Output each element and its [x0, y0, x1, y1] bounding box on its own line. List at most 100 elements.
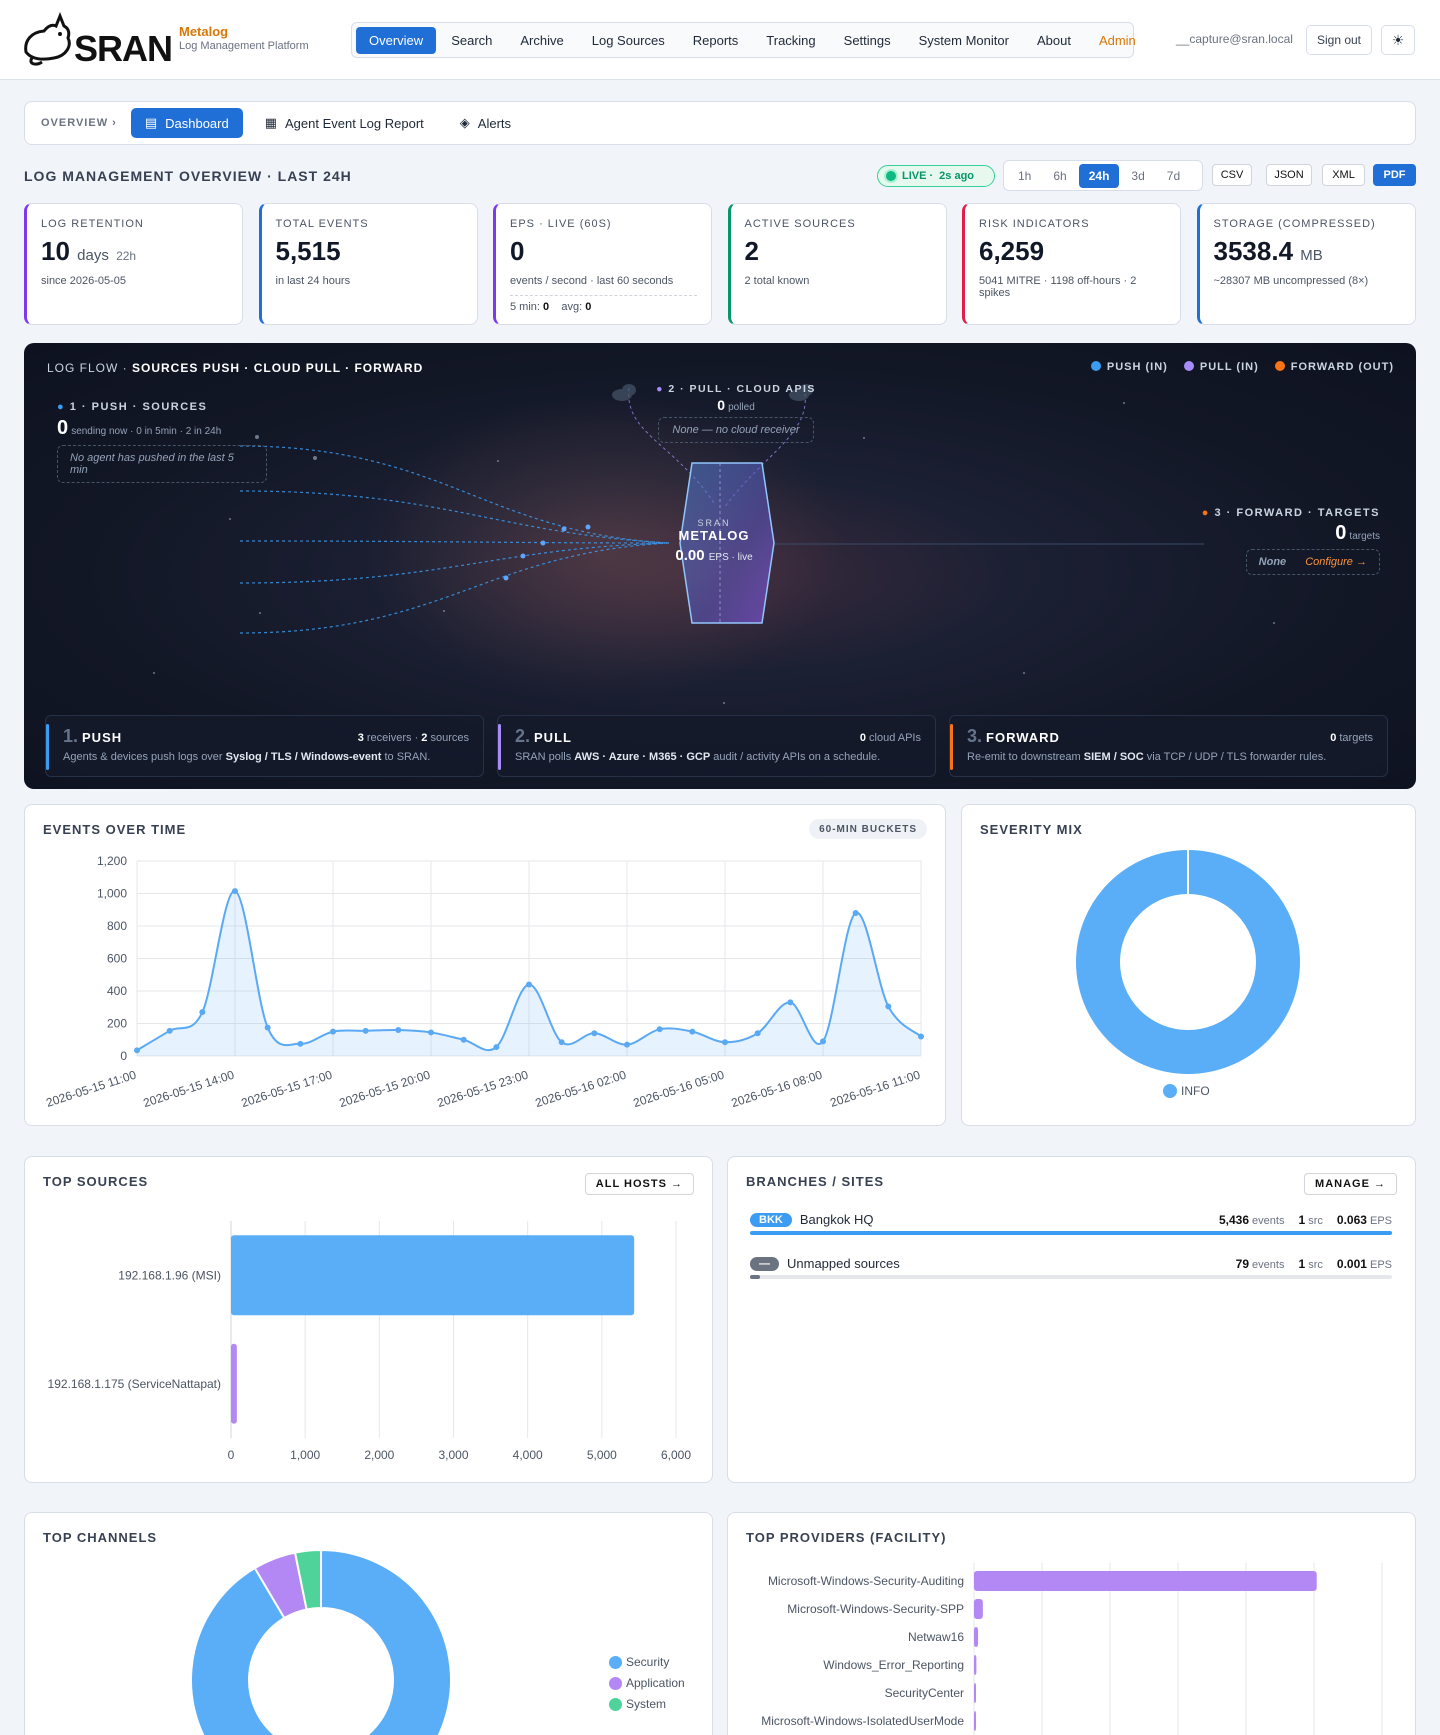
event-point[interactable] [264, 1024, 271, 1031]
provider-bar[interactable] [974, 1683, 976, 1703]
provider-label: Microsoft-Windows-IsolatedUserMode [761, 1714, 964, 1728]
severity-donut-chart[interactable]: INFO [962, 805, 1417, 1127]
provider-bar[interactable] [974, 1655, 977, 1675]
nav-reports[interactable]: Reports [692, 32, 739, 48]
event-point[interactable] [591, 1030, 598, 1037]
stat-card-log-retention: LOG RETENTION 10 days 22h since 2026-05-05 [24, 203, 243, 325]
channel-slice[interactable] [293, 1548, 322, 1611]
tab-label: Dashboard [165, 115, 229, 131]
top-providers-card: TOP PROVIDERS (FACILITY) Microsoft-Windo… [727, 1512, 1416, 1735]
provider-bar[interactable] [974, 1627, 979, 1647]
event-point[interactable] [624, 1041, 630, 1048]
branch-row[interactable]: — Unmapped sources 79 events 1 src 0.001 EPS [750, 1256, 1392, 1279]
configure-forward-link[interactable]: Configure → [1305, 556, 1367, 568]
severity-card-title: SEVERITY MIX [980, 822, 1083, 837]
tab-dashboard[interactable]: ▤ Dashboard [130, 108, 243, 138]
severity-slice[interactable] [1076, 850, 1300, 1074]
export-json-button[interactable]: JSON [1266, 164, 1312, 186]
branch-row[interactable]: BKK Bangkok HQ 5,436 events 1 src 0.063 EPS [750, 1212, 1392, 1235]
sran-logo[interactable]: SRAN [22, 11, 173, 69]
stat-value: 5,515 [275, 236, 341, 266]
range-24h[interactable]: 24h [1078, 163, 1120, 188]
metalog-hub[interactable]: SRAN METALOG 0.00 EPS · live [654, 518, 774, 564]
branch-name: Unmapped sources [787, 1256, 900, 1271]
legend-application[interactable]: Application [609, 1676, 685, 1690]
events-area [137, 891, 921, 1056]
all-hosts-button[interactable]: ALL HOSTS → [584, 1173, 694, 1195]
flow-wires [153, 384, 1275, 704]
event-point[interactable] [297, 1040, 304, 1047]
tab-alerts[interactable]: ◈ Alerts [446, 108, 525, 138]
export-xml-button[interactable]: XML [1322, 164, 1365, 186]
severity-mix-card: SEVERITY MIX INFO [961, 804, 1416, 1126]
event-point[interactable] [362, 1027, 369, 1034]
source-bar[interactable] [231, 1235, 635, 1316]
event-point[interactable] [199, 1009, 206, 1016]
sign-out-button[interactable]: Sign out [1306, 25, 1372, 55]
range-7d[interactable]: 7d [1166, 168, 1181, 183]
event-point[interactable] [134, 1047, 140, 1054]
bucket-size-pill: 60-MIN BUCKETS [809, 819, 927, 839]
export-csv-button[interactable]: CSV [1212, 164, 1252, 186]
event-point[interactable] [852, 910, 859, 916]
event-point[interactable] [820, 1038, 826, 1045]
provider-bar[interactable] [974, 1711, 976, 1731]
theme-toggle-icon[interactable]: ☀ [1381, 25, 1415, 55]
nav-log-sources[interactable]: Log Sources [591, 32, 665, 48]
nav-admin[interactable]: Admin [1098, 32, 1136, 48]
range-6h[interactable]: 6h [1053, 168, 1067, 183]
event-point[interactable] [754, 1030, 761, 1037]
channel-slice[interactable] [190, 1548, 452, 1735]
range-3d[interactable]: 3d [1131, 168, 1145, 183]
top-providers-bar-chart[interactable]: Microsoft-Windows-Security-Auditing Micro… [728, 1513, 1417, 1735]
nav-about[interactable]: About [1036, 32, 1071, 48]
branch-metrics: 5,436 events 1 src 0.063 EPS [1219, 1213, 1392, 1227]
source-bar[interactable] [231, 1343, 237, 1424]
event-point[interactable] [689, 1028, 696, 1035]
nav-tracking[interactable]: Tracking [766, 32, 816, 48]
event-point[interactable] [428, 1029, 434, 1036]
event-point[interactable] [493, 1044, 500, 1051]
step-description: Re-emit to downstream SIEM / SOC via TCP… [967, 751, 1327, 763]
x-tick-label: 2026-05-15 14:00 [141, 1067, 236, 1110]
main-nav: Overview Search Archive Log Sources Reports T… [351, 22, 1136, 58]
flow-title: LOG FLOW · SOURCES PUSH · CLOUD PULL · F… [47, 361, 423, 375]
pull-heading: ● 2 · PULL · CLOUD APIS [656, 383, 816, 395]
manage-branches-button[interactable]: MANAGE → [1304, 1173, 1397, 1195]
legend-label: Application [626, 1676, 685, 1690]
event-point[interactable] [656, 1026, 663, 1033]
event-point[interactable] [787, 999, 794, 1006]
event-point[interactable] [330, 1028, 336, 1035]
step-description: SRAN polls AWS · Azure · M365 · GCP audi… [515, 751, 881, 763]
nav-system-monitor[interactable]: System Monitor [918, 32, 1009, 48]
stat-value: 0 [510, 236, 525, 266]
legend-system[interactable]: System [609, 1697, 685, 1711]
event-point[interactable] [526, 981, 532, 988]
event-point[interactable] [460, 1036, 467, 1043]
tab-agent-event-log-report[interactable]: ▦ Agent Event Log Report [251, 108, 438, 138]
y-tick-label: 600 [107, 952, 127, 966]
event-point[interactable] [918, 1033, 924, 1040]
event-point[interactable] [558, 1039, 565, 1046]
flow-step-push: 1. PUSH 3 receivers · 2 sources Agents & de… [45, 715, 484, 777]
legend-security[interactable]: Security [609, 1655, 685, 1669]
event-point[interactable] [395, 1027, 402, 1033]
nav-archive[interactable]: Archive [520, 32, 564, 48]
provider-bar[interactable] [974, 1599, 983, 1619]
source-label: 192.168.1.96 (MSI) [118, 1268, 221, 1282]
event-point[interactable] [885, 1003, 892, 1010]
provider-bar[interactable] [974, 1571, 1317, 1591]
range-1h[interactable]: 1h [1018, 168, 1032, 183]
export-pdf-button[interactable]: PDF [1373, 164, 1416, 186]
nav-overview[interactable]: Overview [356, 26, 437, 54]
user-email: __capture@sran.local [1176, 32, 1293, 46]
event-point[interactable] [166, 1027, 173, 1034]
top-sources-bar-chart[interactable]: 0 1,000 2,000 3,000 4,000 5,000 6,000 192.168.1… [25, 1157, 714, 1484]
breadcrumb[interactable]: OVERVIEW › [41, 117, 117, 129]
event-point[interactable] [722, 1039, 728, 1046]
top-channels-donut-chart[interactable] [25, 1513, 714, 1735]
nav-search[interactable]: Search [451, 32, 493, 48]
nav-settings[interactable]: Settings [843, 32, 891, 48]
event-point[interactable] [232, 888, 238, 895]
